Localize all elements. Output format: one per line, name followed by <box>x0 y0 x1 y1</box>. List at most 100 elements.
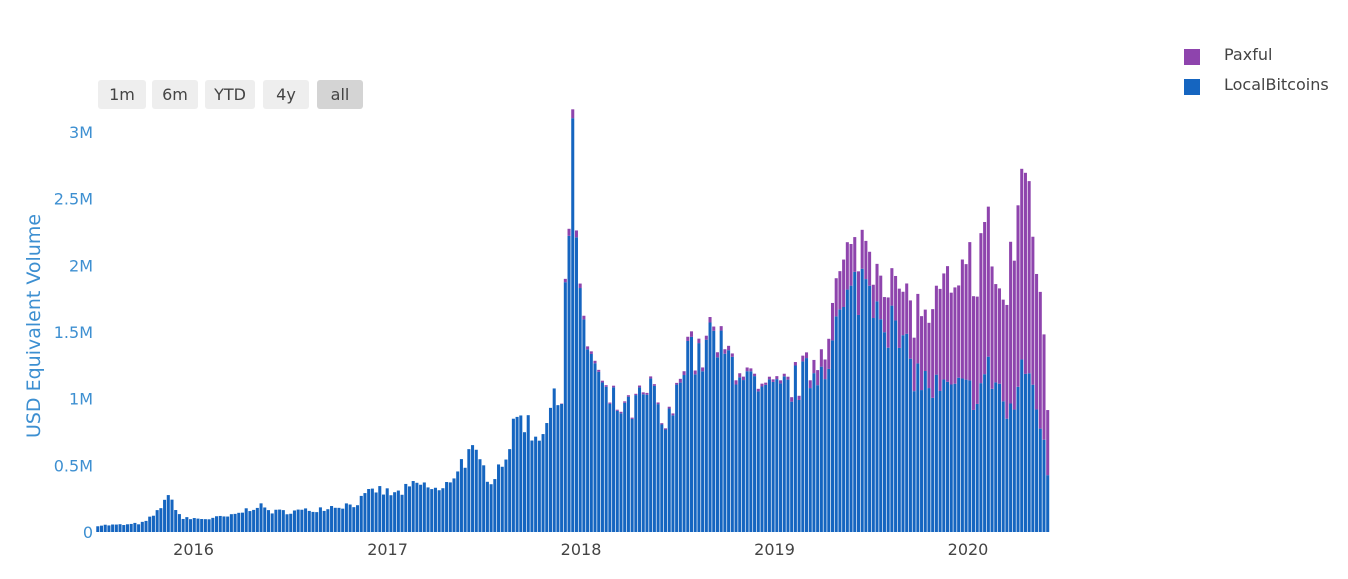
bar-localbitcoins[interactable] <box>986 356 990 532</box>
bar-localbitcoins[interactable] <box>111 524 115 532</box>
bar-paxful[interactable] <box>816 370 820 386</box>
bar-localbitcoins[interactable] <box>337 507 341 532</box>
bar-paxful[interactable] <box>656 402 660 405</box>
bar-localbitcoins[interactable] <box>990 388 994 532</box>
bar-localbitcoins[interactable] <box>114 524 118 532</box>
bar-paxful[interactable] <box>845 242 849 290</box>
bar-paxful[interactable] <box>827 338 831 369</box>
bar-paxful[interactable] <box>908 300 912 359</box>
bar-paxful[interactable] <box>727 345 731 351</box>
bar-localbitcoins[interactable] <box>808 388 812 532</box>
bar-localbitcoins[interactable] <box>775 379 779 532</box>
bar-paxful[interactable] <box>894 275 898 321</box>
bar-localbitcoins[interactable] <box>660 424 664 532</box>
bar-localbitcoins[interactable] <box>764 384 768 532</box>
bar-localbitcoins[interactable] <box>864 279 868 532</box>
bar-localbitcoins[interactable] <box>578 288 582 532</box>
bar-localbitcoins[interactable] <box>689 336 694 532</box>
bar-paxful[interactable] <box>567 228 571 236</box>
bar-localbitcoins[interactable] <box>541 434 545 532</box>
bar-paxful[interactable] <box>964 264 968 380</box>
bar-localbitcoins[interactable] <box>189 519 193 532</box>
bar-localbitcoins[interactable] <box>144 520 148 532</box>
bar-localbitcoins[interactable] <box>96 526 100 532</box>
bar-paxful[interactable] <box>730 353 734 357</box>
bar-localbitcoins[interactable] <box>901 335 905 532</box>
bar-paxful[interactable] <box>689 331 694 337</box>
bar-paxful[interactable] <box>760 383 764 387</box>
bar-localbitcoins[interactable] <box>456 471 460 532</box>
bar-paxful[interactable] <box>853 237 857 272</box>
bar-localbitcoins[interactable] <box>407 486 411 532</box>
bar-paxful[interactable] <box>997 288 1001 384</box>
bar-localbitcoins[interactable] <box>849 285 853 532</box>
bar-localbitcoins[interactable] <box>163 499 167 532</box>
range-button-4y[interactable]: 4y <box>263 80 309 109</box>
bar-localbitcoins[interactable] <box>779 383 783 532</box>
bar-localbitcoins[interactable] <box>474 449 478 532</box>
bar-localbitcoins[interactable] <box>997 383 1001 532</box>
bar-localbitcoins[interactable] <box>942 379 946 532</box>
bar-localbitcoins[interactable] <box>1009 403 1013 532</box>
bar-localbitcoins[interactable] <box>738 377 742 532</box>
bar-localbitcoins[interactable] <box>641 394 645 532</box>
bar-localbitcoins[interactable] <box>760 386 764 532</box>
bar-paxful[interactable] <box>983 222 987 375</box>
bar-localbitcoins[interactable] <box>467 449 471 532</box>
bar-localbitcoins[interactable] <box>868 285 872 532</box>
bar-localbitcoins[interactable] <box>500 466 504 532</box>
bar-localbitcoins[interactable] <box>927 388 931 532</box>
bar-localbitcoins[interactable] <box>975 403 979 532</box>
bar-localbitcoins[interactable] <box>489 484 493 532</box>
bar-paxful[interactable] <box>697 338 701 344</box>
bar-paxful[interactable] <box>1038 291 1042 429</box>
bar-paxful[interactable] <box>1009 241 1013 404</box>
bar-paxful[interactable] <box>823 359 827 380</box>
bar-localbitcoins[interactable] <box>233 513 237 532</box>
bar-paxful[interactable] <box>593 360 597 364</box>
bar-localbitcoins[interactable] <box>155 510 159 532</box>
bar-localbitcoins[interactable] <box>608 403 612 532</box>
bar-paxful[interactable] <box>868 251 872 286</box>
bar-paxful[interactable] <box>994 284 998 383</box>
bar-localbitcoins[interactable] <box>856 314 860 532</box>
bar-localbitcoins[interactable] <box>463 467 467 532</box>
bar-localbitcoins[interactable] <box>378 486 382 532</box>
bar-localbitcoins[interactable] <box>619 413 623 532</box>
bar-paxful[interactable] <box>660 423 664 425</box>
bar-localbitcoins[interactable] <box>819 366 823 532</box>
bar-paxful[interactable] <box>793 362 797 366</box>
bar-localbitcoins[interactable] <box>174 510 178 532</box>
bar-localbitcoins[interactable] <box>968 380 972 532</box>
bar-localbitcoins[interactable] <box>196 518 200 532</box>
bar-paxful[interactable] <box>905 283 909 334</box>
bar-paxful[interactable] <box>604 385 608 387</box>
bar-localbitcoins[interactable] <box>753 376 757 532</box>
bar-paxful[interactable] <box>682 371 686 376</box>
bar-paxful[interactable] <box>578 283 582 289</box>
bar-localbitcoins[interactable] <box>790 401 794 532</box>
bar-paxful[interactable] <box>671 413 675 416</box>
bar-localbitcoins[interactable] <box>445 482 449 532</box>
bar-localbitcoins[interactable] <box>946 381 950 532</box>
bar-localbitcoins[interactable] <box>237 512 241 532</box>
bar-paxful[interactable] <box>582 315 586 320</box>
bar-localbitcoins[interactable] <box>1031 384 1035 532</box>
bar-localbitcoins[interactable] <box>589 353 593 532</box>
bar-paxful[interactable] <box>779 380 783 384</box>
bar-paxful[interactable] <box>886 297 890 348</box>
bar-paxful[interactable] <box>767 376 771 380</box>
range-button-ytd[interactable]: YTD <box>205 80 255 109</box>
bar-paxful[interactable] <box>723 349 727 354</box>
bar-paxful[interactable] <box>1020 168 1024 360</box>
bar-localbitcoins[interactable] <box>890 305 894 532</box>
bar-paxful[interactable] <box>1031 236 1035 385</box>
bar-paxful[interactable] <box>675 382 679 385</box>
bar-localbitcoins[interactable] <box>200 519 204 532</box>
bar-localbitcoins[interactable] <box>478 459 482 532</box>
bar-localbitcoins[interactable] <box>638 387 642 532</box>
bar-localbitcoins[interactable] <box>875 301 879 532</box>
bar-localbitcoins[interactable] <box>522 432 527 532</box>
bar-paxful[interactable] <box>897 288 901 348</box>
bar-localbitcoins[interactable] <box>734 384 738 532</box>
